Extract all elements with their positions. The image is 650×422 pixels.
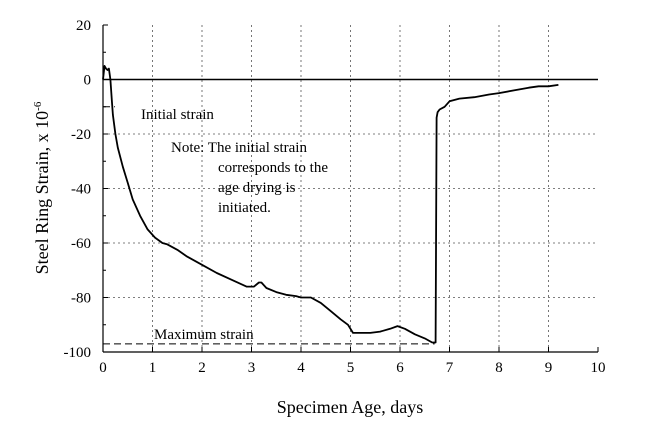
y-axis-label-group: Steel Ring Strain, x 10-6: [32, 101, 52, 274]
x-tick-label: 8: [495, 360, 503, 376]
note-line-2: corresponds to the: [218, 160, 328, 176]
y-tick-label: -100: [64, 345, 92, 361]
y-axis-label-exponent: -6: [32, 101, 44, 111]
maximum-strain-label: Maximum strain: [154, 327, 254, 343]
x-tick-label: 6: [396, 360, 404, 376]
tick-labels: 0 1 2 3 4 5 6 7 8 9 10 20 0 -20 -40 -60 -80 -100: [64, 18, 606, 376]
x-tick-label: 7: [446, 360, 454, 376]
series-line: [102, 65, 559, 344]
x-tick-label: 10: [591, 360, 606, 376]
y-tick-label: -40: [71, 182, 91, 198]
x-axis-label: Specimen Age, days: [277, 397, 423, 417]
y-tick-label: 20: [76, 18, 91, 34]
y-tick-label: -60: [71, 236, 91, 252]
y-tick-label: 0: [84, 73, 92, 89]
x-tick-label: 4: [297, 360, 305, 376]
note-line-4: initiated.: [218, 200, 271, 216]
x-tick-label: 9: [545, 360, 553, 376]
grid-lines: [103, 25, 598, 352]
tick-marks: [102, 24, 599, 353]
x-tick-label: 5: [347, 360, 355, 376]
series-group: [102, 65, 559, 344]
note-line-1: Note: The initial strain: [171, 140, 307, 156]
y-axis-label: Steel Ring Strain, x 10-6: [32, 101, 52, 274]
y-axis-label-text: Steel Ring Strain, x 10: [32, 111, 52, 275]
x-tick-label: 3: [248, 360, 256, 376]
x-tick-label: 1: [149, 360, 157, 376]
x-tick-label: 0: [99, 360, 107, 376]
initial-strain-label: Initial strain: [141, 107, 214, 123]
y-tick-label: -80: [71, 291, 91, 307]
x-tick-label: 2: [198, 360, 206, 376]
y-tick-label: -20: [71, 127, 91, 143]
note-line-3: age drying is: [218, 180, 296, 196]
